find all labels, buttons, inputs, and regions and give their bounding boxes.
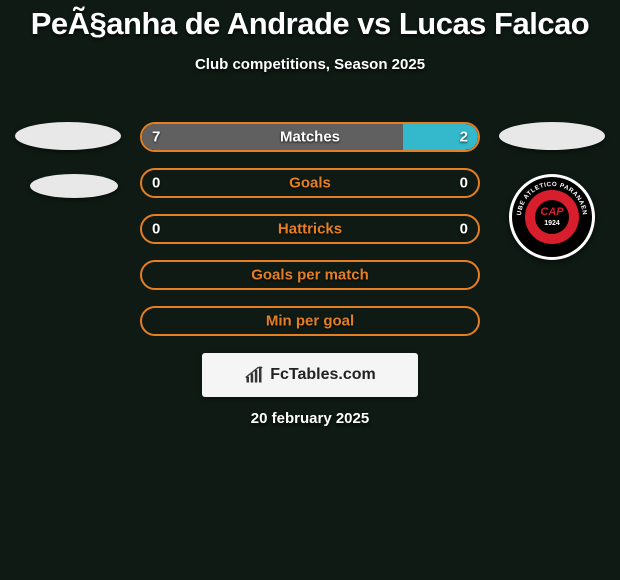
stat-value-left: 0: [152, 175, 160, 192]
right-player-column: CLUBE ATLETICO PARANAENSE CAP 1924: [492, 122, 612, 260]
stat-label: Matches: [280, 129, 340, 146]
stat-label: Hattricks: [278, 221, 342, 238]
source-label: FcTables.com: [270, 366, 376, 384]
stat-row-hattricks: 0 Hattricks 0: [140, 214, 480, 244]
stat-row-min-per-goal: Min per goal: [140, 306, 480, 336]
stat-value-right: 0: [460, 221, 468, 238]
club-badge: CLUBE ATLETICO PARANAENSE CAP 1924: [509, 174, 595, 260]
stat-value-right: 0: [460, 175, 468, 192]
subtitle: Club competitions, Season 2025: [0, 56, 620, 73]
comparison-bars: 7 Matches 2 0 Goals 0 0 Hattricks 0 Goals per mat…: [140, 122, 480, 352]
badge-year-text: 1924: [509, 220, 595, 227]
stat-label: Min per goal: [266, 313, 354, 330]
stat-row-goals-per-match: Goals per match: [140, 260, 480, 290]
source-attribution: FcTables.com: [202, 353, 418, 397]
badge-center-text: CAP: [509, 206, 595, 218]
left-player-column: [8, 122, 128, 222]
stat-value-left: 7: [152, 129, 160, 146]
stat-label: Goals per match: [251, 267, 369, 284]
right-placeholder-ellipse-1: [499, 122, 605, 150]
stat-fill-left: [142, 124, 403, 150]
chart-icon: [244, 365, 264, 385]
stat-value-left: 0: [152, 221, 160, 238]
date-label: 20 february 2025: [0, 410, 620, 427]
stat-label: Goals: [289, 175, 331, 192]
left-placeholder-ellipse-2: [30, 174, 118, 198]
page-title: PeÃ§anha de Andrade vs Lucas Falcao: [0, 0, 620, 42]
stat-value-right: 2: [460, 129, 468, 146]
stat-row-matches: 7 Matches 2: [140, 122, 480, 152]
left-placeholder-ellipse-1: [15, 122, 121, 150]
stat-row-goals: 0 Goals 0: [140, 168, 480, 198]
